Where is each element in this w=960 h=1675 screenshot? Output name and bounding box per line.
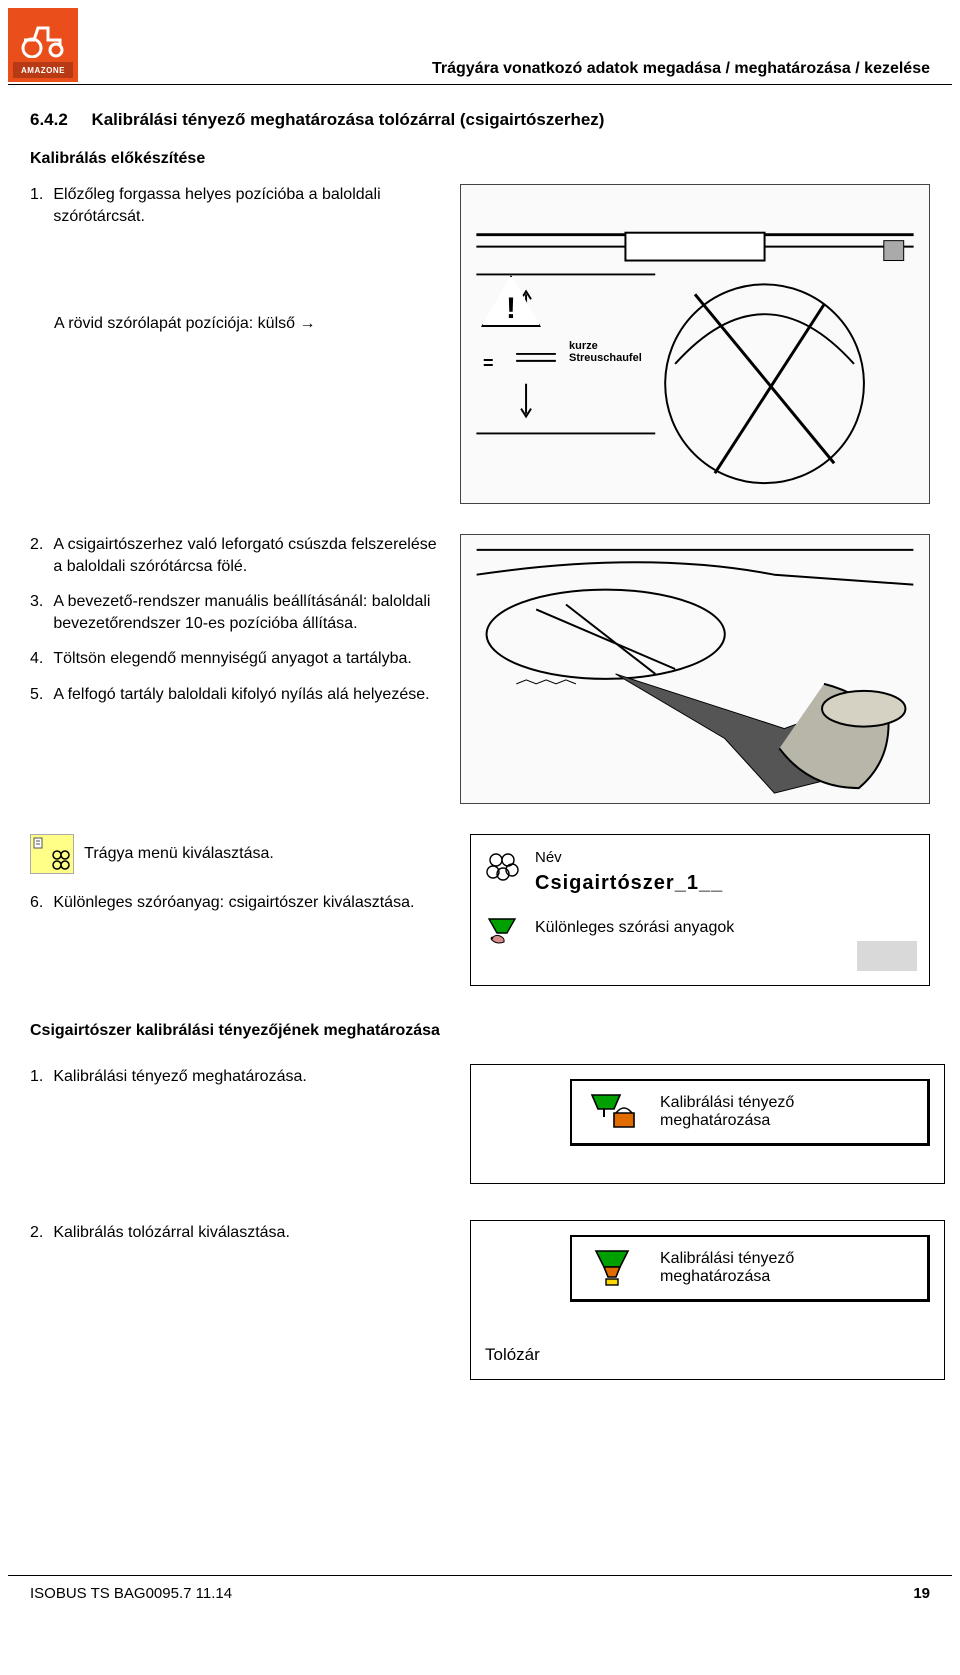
calibration-section-title: Csigairtószer kalibrálási tényezőjének m… — [30, 1022, 930, 1040]
calib-step-1: 1. Kalibrálási tényező meghatározása. — [30, 1066, 440, 1088]
item-text: A bevezető-rendszer manuális beállításán… — [53, 591, 440, 634]
item-num: 5. — [30, 684, 43, 706]
item-text: A felfogó tartály baloldali kifolyó nyíl… — [53, 684, 429, 706]
item-num: 1. — [30, 184, 43, 227]
item-num: 6. — [30, 892, 43, 914]
step-6-list: 6. Különleges szóróanyag: csigairtószer … — [30, 892, 440, 914]
list-item: 1. Előzőleg forgassa helyes pozícióba a … — [30, 184, 440, 227]
hopper-slider-icon — [586, 1247, 642, 1289]
calib-step-2: 2. Kalibrálás tolózárral kiválasztása. — [30, 1222, 440, 1244]
item-num: 2. — [30, 534, 43, 577]
pellets-icon — [483, 849, 521, 887]
button-label-line2: meghatározása — [660, 1112, 794, 1130]
item-num: 2. — [30, 1222, 43, 1244]
button-label-line1: Kalibrálási tényező — [660, 1250, 794, 1268]
figure-chute-bucket — [460, 534, 930, 804]
material-selection-panel: Név Csigairtószer_1__ Különleges szórási… — [470, 834, 930, 986]
item-num: 3. — [30, 591, 43, 634]
item-text: Kalibrálási tényező meghatározása. — [53, 1066, 306, 1088]
calib2-panel: Kalibrálási tényező meghatározása Tolózá… — [470, 1220, 945, 1380]
footer-doc: ISOBUS TS BAG0095.7 11.14 — [30, 1585, 232, 1602]
prep-subtitle: Kalibrálás előkészítése — [30, 150, 930, 168]
button-label-line1: Kalibrálási tényező — [660, 1094, 794, 1112]
list-item: 4. Töltsön elegendő mennyiségű anyagot a … — [30, 648, 440, 670]
figure1-label: kurze Streuschaufel — [569, 340, 642, 364]
item-text: Különleges szóróanyag: csigairtószer kiv… — [53, 892, 414, 914]
list-item: 3.A bevezető-rendszer manuális beállítás… — [30, 591, 440, 634]
item-text: Kalibrálás tolózárral kiválasztása. — [53, 1222, 290, 1244]
value-placeholder — [857, 941, 917, 971]
section-number: 6.4.2 — [30, 110, 68, 129]
equals-sign: = — [483, 353, 494, 374]
section-title: 6.4.2 Kalibrálási tényező meghatározása … — [30, 110, 930, 130]
material-name: Csigairtószer_1__ — [535, 872, 723, 895]
item-num: 1. — [30, 1066, 43, 1088]
section-heading: Kalibrálási tényező meghatározása tolózá… — [91, 110, 604, 129]
menu-select-text: Trágya menü kiválasztása. — [84, 845, 274, 862]
special-material-label: Különleges szórási anyagok — [535, 919, 734, 937]
calib1-panel: Kalibrálási tényező meghatározása — [470, 1064, 945, 1184]
brand-logo: AMAZONE — [8, 8, 78, 82]
hopper-bucket-icon — [586, 1091, 642, 1133]
list-item: 2.A csigairtószerhez való leforgató csús… — [30, 534, 440, 577]
list-item: 6. Különleges szóróanyag: csigairtószer … — [30, 892, 440, 914]
header-rule — [8, 84, 952, 85]
list-item: 2. Kalibrálás tolózárral kiválasztása. — [30, 1222, 440, 1244]
name-label: Név — [535, 849, 723, 866]
list-item: 5. A felfogó tartály baloldali kifolyó ny… — [30, 684, 440, 706]
calibration-with-slider-button[interactable]: Kalibrálási tényező meghatározása — [570, 1235, 930, 1302]
footer-page: 19 — [913, 1585, 930, 1602]
item-text: Töltsön elegendő mennyiségű anyagot a ta… — [53, 648, 411, 670]
special-material-icon — [483, 909, 521, 947]
item-num: 4. — [30, 648, 43, 670]
tractor-icon — [18, 18, 68, 58]
prep-list: 1. Előzőleg forgassa helyes pozícióba a … — [30, 184, 440, 227]
page-header-breadcrumb: Trágyára vonatkozó adatok megadása / meg… — [432, 60, 930, 78]
list-item: 1. Kalibrálási tényező meghatározása. — [30, 1066, 440, 1088]
steps-list-2: 2.A csigairtószerhez való leforgató csús… — [30, 534, 440, 706]
footer-rule — [8, 1575, 952, 1576]
position-note: A rövid szórólapát pozíciója: külső → — [54, 315, 440, 333]
brand-name: AMAZONE — [13, 62, 73, 78]
button-label-line2: meghatározása — [660, 1268, 794, 1286]
item-text: A csigairtószerhez való leforgató csúszd… — [53, 534, 440, 577]
calibration-factor-button[interactable]: Kalibrálási tényező meghatározása — [570, 1079, 930, 1146]
fertilizer-menu-icon[interactable] — [30, 834, 74, 874]
figure-spreader-disc: kurze Streuschaufel = — [460, 184, 930, 504]
tolozar-label: Tolózár — [485, 1345, 540, 1365]
item-text: Előzőleg forgassa helyes pozícióba a bal… — [53, 184, 440, 227]
